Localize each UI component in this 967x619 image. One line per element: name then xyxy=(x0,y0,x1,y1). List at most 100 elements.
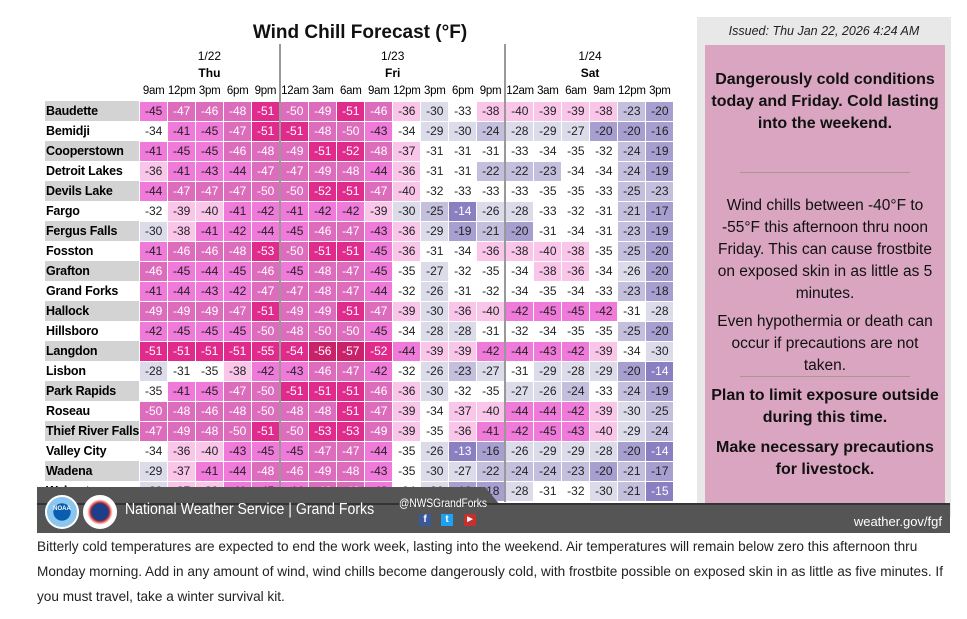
wind-chill-cell: -51 xyxy=(223,340,253,362)
wind-chill-cell: -43 xyxy=(195,280,225,302)
wind-chill-cell: -42 xyxy=(364,360,394,382)
wind-chill-cell: -51 xyxy=(308,380,338,402)
wind-chill-cell: -48 xyxy=(251,140,281,162)
wind-chill-cell: -32 xyxy=(392,360,422,382)
wind-chill-cell: -27 xyxy=(476,360,506,382)
wind-chill-cell: -31 xyxy=(420,140,450,162)
wind-chill-cell: -41 xyxy=(167,380,197,402)
wind-chill-cell: -26 xyxy=(476,200,506,222)
facebook-icon[interactable]: f xyxy=(419,514,431,526)
wind-chill-cell: -23 xyxy=(617,280,647,302)
wind-chill-cell: -23 xyxy=(645,180,675,202)
wind-chill-cell: -48 xyxy=(223,240,253,262)
wind-chill-cell: -51 xyxy=(279,120,310,142)
wind-chill-cell: -36 xyxy=(392,220,422,242)
table-row: Valley City -34 -36 -40 -43 -45 -45 -47 -47 -44 -3… xyxy=(45,440,675,462)
wind-chill-cell: -35 xyxy=(533,280,563,302)
wind-chill-cell: -34 xyxy=(504,260,535,282)
wind-chill-cell: -47 xyxy=(223,180,253,202)
wind-chill-cell: -46 xyxy=(279,460,310,482)
day-date: 1/24 xyxy=(504,44,674,63)
wind-chill-cell: -48 xyxy=(251,460,281,482)
wind-chill-cell: -35 xyxy=(561,140,591,162)
wind-chill-cell: -43 xyxy=(279,360,310,382)
wind-chill-cell: -38 xyxy=(533,260,563,282)
wind-chill-cell: -40 xyxy=(392,180,422,202)
wind-chill-cell: -46 xyxy=(139,260,169,282)
wind-chill-cell: -27 xyxy=(448,460,478,482)
day-name: Fri xyxy=(279,63,506,82)
wind-chill-cell: -45 xyxy=(195,320,225,342)
wind-chill-cell: -45 xyxy=(167,140,197,162)
wind-chill-cell: -32 xyxy=(448,380,478,402)
hour-header: 12am xyxy=(504,82,534,101)
wind-chill-cell: -43 xyxy=(364,460,394,482)
location-name: Devils Lake xyxy=(45,181,140,201)
wind-chill-cell: -26 xyxy=(504,440,535,462)
wind-chill-cell: -45 xyxy=(195,120,225,142)
wind-chill-cell: -31 xyxy=(589,220,619,242)
wind-chill-cell: -34 xyxy=(139,440,169,462)
wind-chill-cell: -46 xyxy=(195,400,225,422)
wind-chill-cell: -38 xyxy=(561,240,591,262)
wind-chill-cell: -45 xyxy=(167,260,197,282)
youtube-icon[interactable]: ▶ xyxy=(464,514,476,526)
wind-chill-cell: -52 xyxy=(364,340,394,362)
wind-chill-cell: -26 xyxy=(617,260,647,282)
wind-chill-cell: -30 xyxy=(392,200,422,222)
wind-chill-cell: -42 xyxy=(504,420,535,442)
wind-chill-cell: -35 xyxy=(195,360,225,382)
wind-chill-cell: -44 xyxy=(504,400,535,422)
wind-chill-cell: -29 xyxy=(139,460,169,482)
wind-chill-cell: -43 xyxy=(364,120,394,142)
hour-header: 9am xyxy=(368,85,390,98)
wind-chill-cell: -51 xyxy=(336,380,366,402)
table-row: Grafton -46 -45 -44 -45 -46 -45 -48 -47 -45 -35 -27… xyxy=(45,260,675,282)
footer-bar xyxy=(37,503,950,533)
wind-chill-cell: -26 xyxy=(420,280,450,302)
wind-chill-cell: -37 xyxy=(448,400,478,422)
wind-chill-cell: -41 xyxy=(476,420,506,442)
wind-chill-cell: -50 xyxy=(251,180,281,202)
wind-chill-cell: -47 xyxy=(364,300,394,322)
day-date: 1/22 xyxy=(197,49,222,63)
website-link[interactable]: weather.gov/fgf xyxy=(853,514,942,529)
wind-chill-cell: -50 xyxy=(279,240,310,262)
wind-chill-cell: -19 xyxy=(448,220,478,242)
day-name: Sat xyxy=(504,63,674,82)
wind-chill-cell: -32 xyxy=(561,480,591,502)
wind-chill-cell: -47 xyxy=(251,280,281,302)
wind-chill-cell: -39 xyxy=(364,200,394,222)
wind-chill-cell: -33 xyxy=(504,140,535,162)
table-row: Hillsboro -42 -45 -45 -45 -50 -48 -50 -50 -45 -34-… xyxy=(45,320,675,342)
wind-chill-cell: -30 xyxy=(420,380,450,402)
table-row: Roseau -50 -48 -46 -48 -50 -48 -48 -51 -47 -39 -34-… xyxy=(45,400,675,422)
wind-chill-cell: -36 xyxy=(448,300,478,322)
wind-chill-cell: -50 xyxy=(251,320,281,342)
divider xyxy=(740,376,910,377)
wind-chill-cell: -35 xyxy=(589,240,619,262)
wind-chill-cell: -42 xyxy=(308,200,338,222)
twitter-icon[interactable]: t xyxy=(441,514,453,526)
wind-chill-cell: -33 xyxy=(589,280,619,302)
table-row: Thief River Falls -47 -49 -48 -50 -51 -50 -53 -5… xyxy=(45,420,675,442)
wind-chill-cell: -39 xyxy=(589,400,619,422)
wind-chill-cell: -29 xyxy=(533,360,563,382)
wind-chill-detail: Wind chills between -40°F to -55°F this … xyxy=(717,197,933,302)
wind-chill-cell: -34 xyxy=(561,160,591,182)
wind-chill-cell: -27 xyxy=(504,380,535,402)
wind-chill-cell: -32 xyxy=(448,260,478,282)
hour-header: 6pm xyxy=(226,85,249,98)
wind-chill-cell: -43 xyxy=(223,440,253,462)
wind-chill-cell: -50 xyxy=(251,400,281,422)
wind-chill-cell: -33 xyxy=(533,200,563,222)
wind-chill-cell: -45 xyxy=(561,300,591,322)
wind-chill-cell: -30 xyxy=(448,120,478,142)
wind-chill-cell: -32 xyxy=(504,320,535,342)
wind-chill-cell: -47 xyxy=(223,300,253,322)
wind-chill-cell: -51 xyxy=(308,140,338,162)
social-handle[interactable]: @NWSGrandForks xyxy=(399,496,488,510)
wind-chill-cell: -30 xyxy=(139,220,169,242)
wind-chill-cell: -32 xyxy=(476,280,506,302)
wind-chill-cell: -25 xyxy=(617,320,647,342)
